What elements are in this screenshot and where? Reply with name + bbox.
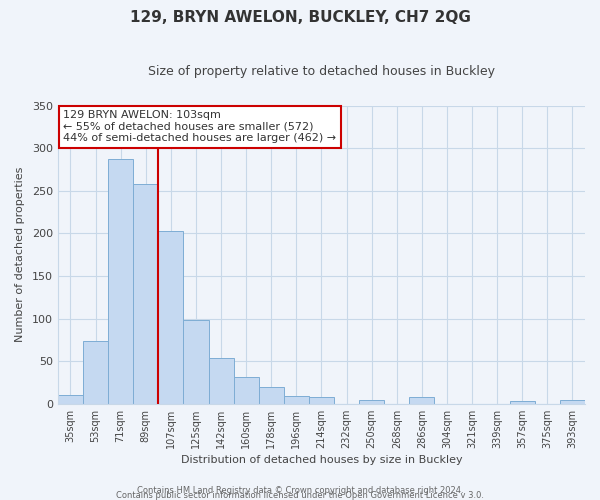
- Bar: [108, 159, 133, 404]
- Bar: [359, 400, 384, 404]
- Bar: [158, 231, 184, 404]
- Bar: [309, 397, 334, 404]
- Bar: [133, 184, 158, 404]
- Bar: [259, 387, 284, 404]
- Text: 129 BRYN AWELON: 103sqm
← 55% of detached houses are smaller (572)
44% of semi-d: 129 BRYN AWELON: 103sqm ← 55% of detache…: [63, 110, 337, 143]
- Text: Contains HM Land Registry data © Crown copyright and database right 2024.: Contains HM Land Registry data © Crown c…: [137, 486, 463, 495]
- Bar: [83, 341, 108, 404]
- Bar: [184, 320, 209, 404]
- Bar: [58, 396, 83, 404]
- Text: Contains public sector information licensed under the Open Government Licence v : Contains public sector information licen…: [116, 491, 484, 500]
- Bar: [510, 402, 535, 404]
- Text: 129, BRYN AWELON, BUCKLEY, CH7 2QG: 129, BRYN AWELON, BUCKLEY, CH7 2QG: [130, 10, 470, 25]
- X-axis label: Distribution of detached houses by size in Buckley: Distribution of detached houses by size …: [181, 455, 462, 465]
- Bar: [233, 378, 259, 404]
- Bar: [284, 396, 309, 404]
- Bar: [409, 397, 434, 404]
- Bar: [209, 358, 233, 404]
- Y-axis label: Number of detached properties: Number of detached properties: [15, 167, 25, 342]
- Title: Size of property relative to detached houses in Buckley: Size of property relative to detached ho…: [148, 65, 495, 78]
- Bar: [560, 400, 585, 404]
